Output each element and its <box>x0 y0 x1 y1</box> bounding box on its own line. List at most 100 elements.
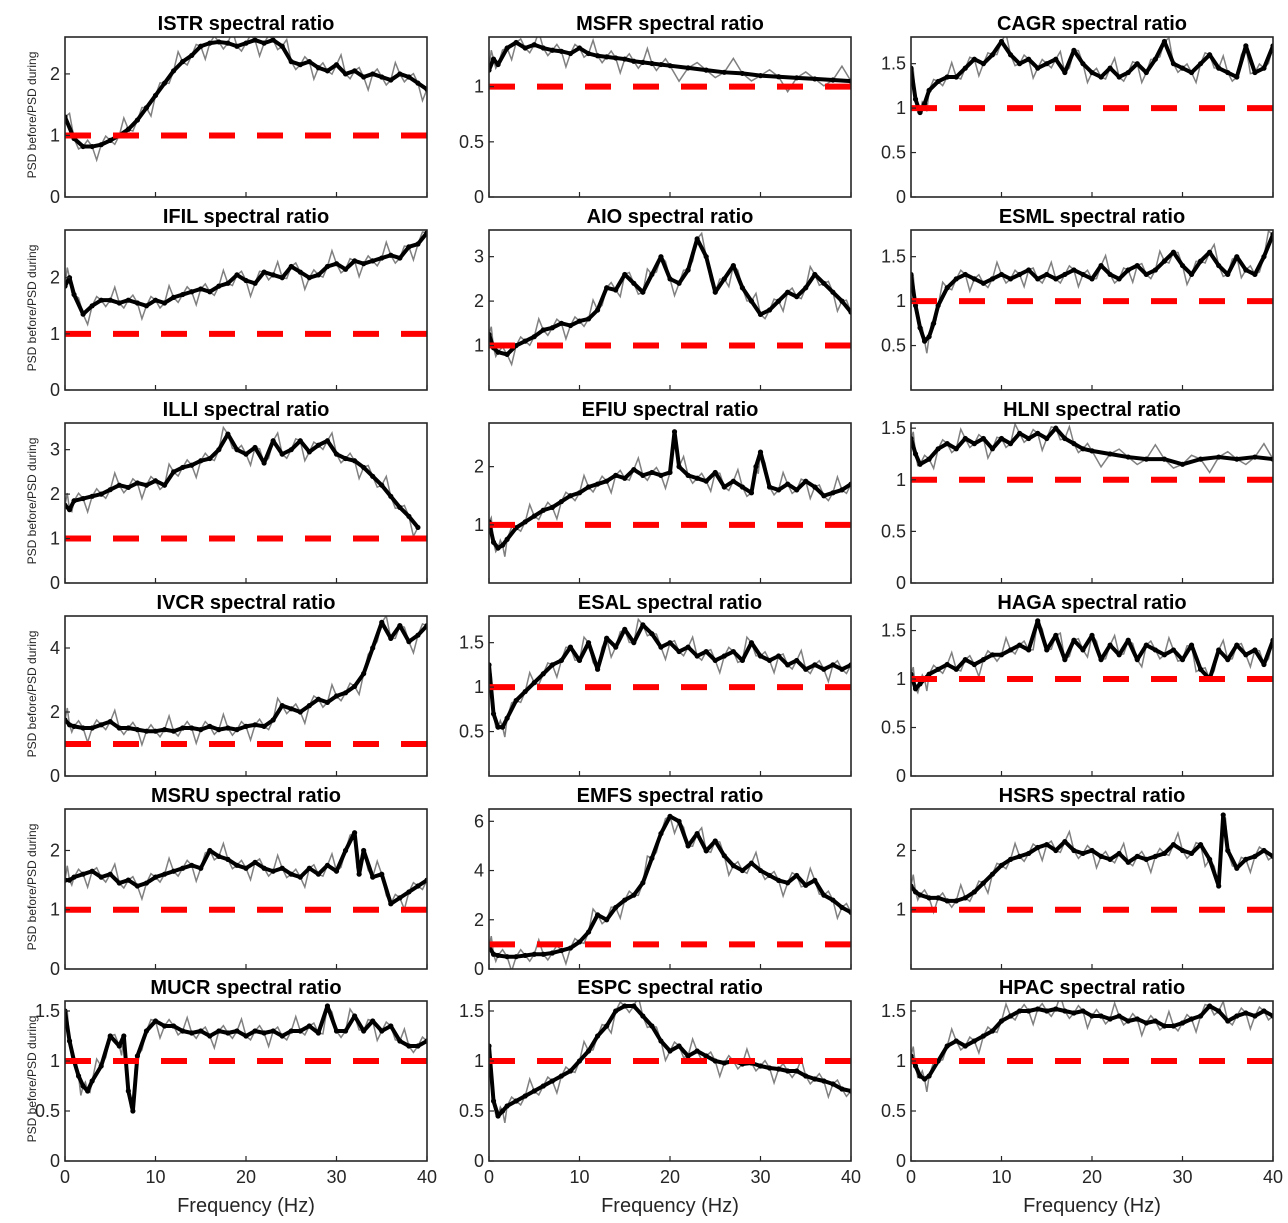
ratio-point <box>189 52 195 59</box>
x-tick-label: 30 <box>750 1167 770 1187</box>
ratio-point <box>1134 657 1140 663</box>
ratio-point <box>143 105 150 111</box>
ratio-point <box>944 1043 950 1049</box>
ratio-point <box>333 62 340 68</box>
ratio-point <box>89 493 95 499</box>
ratio-point <box>288 447 294 453</box>
ratio-point <box>1243 652 1249 658</box>
ratio-point <box>522 338 528 344</box>
ratio-point <box>352 258 358 264</box>
ratio-point <box>640 1013 646 1019</box>
ratio-point <box>324 263 331 270</box>
ratio-point <box>107 137 113 143</box>
ratio-point <box>1017 642 1023 648</box>
ratio-point <box>80 1083 86 1089</box>
ratio-point <box>980 880 987 886</box>
ratio-point <box>71 723 77 730</box>
y-tick-label: 1.5 <box>881 247 906 267</box>
ratio-point <box>379 871 385 877</box>
x-tick-label: 0 <box>484 1167 494 1187</box>
panel-title: EMFS spectral ratio <box>577 785 764 807</box>
ratio-point <box>576 939 583 945</box>
ratio-point <box>622 1003 628 1009</box>
ratio-point <box>785 289 791 295</box>
ratio-point <box>1152 647 1158 653</box>
ratio-point <box>962 435 968 442</box>
ratio-point <box>712 1058 718 1064</box>
ratio-point <box>757 449 764 455</box>
ratio-point <box>189 1030 195 1036</box>
ratio-point <box>1071 267 1077 273</box>
plot-frame <box>488 1000 852 1162</box>
plot-frame <box>64 808 428 970</box>
ratio-point <box>324 862 331 868</box>
ratio-point <box>1179 1020 1186 1026</box>
ratio-point <box>712 289 718 295</box>
ratio-point <box>971 56 977 62</box>
panel-2: MSFR spectral ratio 0 0.5 1 <box>459 13 852 207</box>
ratio-point <box>1152 56 1158 62</box>
ratio-point <box>1098 657 1104 663</box>
ratio-point <box>658 472 664 478</box>
ratio-point <box>1225 69 1231 76</box>
ratio-point <box>89 725 95 731</box>
ratio-point <box>134 1053 140 1059</box>
ratio-point <box>315 1030 321 1036</box>
ratio-point <box>776 487 782 493</box>
ratio-point <box>766 872 773 879</box>
ratio-point <box>622 626 628 632</box>
ratio-point <box>134 883 140 889</box>
y-tick-label: 1 <box>50 1051 60 1071</box>
ratio-point <box>125 126 131 132</box>
ratio-point <box>116 300 122 306</box>
ratio-point <box>207 723 213 730</box>
ratio-trace-light <box>65 425 419 539</box>
ratio-point <box>1170 249 1177 255</box>
ratio-point <box>1062 69 1068 76</box>
ratio-point <box>490 56 497 62</box>
ratio-point <box>1080 850 1086 857</box>
ratio-point <box>225 856 231 862</box>
ratio-point <box>980 435 987 442</box>
ratio-point <box>912 302 919 309</box>
ratio-trace-light <box>65 231 427 327</box>
ratio-point <box>171 294 177 300</box>
ratio-point <box>631 640 637 646</box>
ratio-point <box>912 451 919 457</box>
plot-frame <box>910 808 1274 970</box>
ratio-point <box>613 1008 619 1014</box>
ratio-point <box>1053 56 1059 62</box>
ratio-point <box>397 895 403 901</box>
ratio-series-line <box>65 1004 427 1113</box>
ratio-point <box>1026 1008 1032 1014</box>
ratio-point <box>640 59 646 65</box>
y-tick-label: 0.5 <box>881 521 906 541</box>
ratio-point <box>1252 69 1258 76</box>
ratio-point <box>352 1013 358 1019</box>
ratio-point <box>415 632 421 638</box>
ratio-point <box>379 255 385 261</box>
ratio-point <box>107 719 113 725</box>
ratio-point <box>839 487 845 493</box>
ratio-point <box>821 892 827 898</box>
ratio-point <box>288 263 294 270</box>
ratio-point <box>766 307 773 313</box>
ratio-point <box>279 703 285 709</box>
plot-frame <box>488 229 852 391</box>
ratio-point <box>107 297 113 303</box>
ratio-point <box>198 727 204 733</box>
ratio-point <box>794 657 800 664</box>
plot-frame <box>64 229 428 391</box>
ratio-point <box>812 76 818 82</box>
x-tick-label: 10 <box>991 1167 1011 1187</box>
ratio-point <box>406 74 412 80</box>
ratio-point <box>288 1028 294 1034</box>
plot-frame <box>64 615 428 777</box>
ratio-point <box>1035 1006 1041 1012</box>
ratio-point <box>703 478 709 484</box>
ratio-point <box>549 662 555 668</box>
ratio-point <box>356 871 362 877</box>
ratio-point <box>495 349 501 355</box>
ratio-point <box>989 1028 996 1034</box>
ratio-point <box>80 311 86 317</box>
